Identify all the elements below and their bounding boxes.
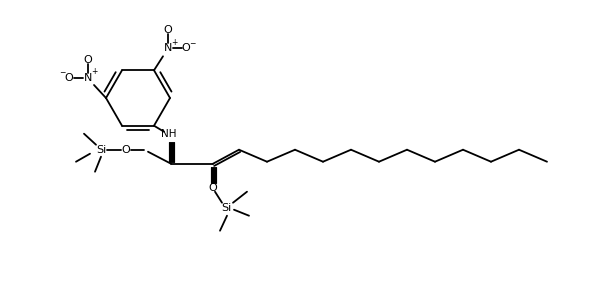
Text: O: O [83,55,92,65]
Text: O: O [164,25,172,35]
Text: +: + [91,67,97,77]
Text: N: N [84,73,92,83]
Text: Si: Si [221,203,231,213]
Text: +: + [171,38,177,47]
Text: O: O [121,145,130,155]
Text: O: O [182,43,190,53]
Text: NH: NH [161,129,177,139]
Text: O: O [65,73,73,83]
Text: −: − [59,69,65,77]
Text: Si: Si [96,145,106,155]
Text: N: N [164,43,172,53]
Text: O: O [208,183,217,193]
Text: −: − [189,39,195,48]
